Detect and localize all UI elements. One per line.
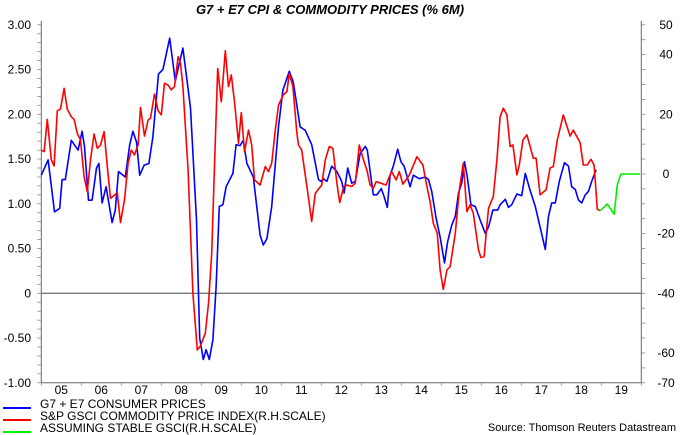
x-tick-label: 16 (495, 383, 509, 397)
x-tick-label: 11 (295, 383, 308, 397)
right-tick-label: -20 (657, 227, 675, 241)
right-tick-label: 20 (659, 107, 673, 121)
x-tick-label: 12 (335, 383, 349, 397)
x-tick-label: 13 (375, 383, 389, 397)
legend-label-stable-gsci: ASSUMING STABLE GSCI(R.H.SCALE) (40, 421, 257, 435)
left-tick-label: 1.50 (8, 152, 32, 166)
x-tick-label: 05 (55, 383, 69, 397)
x-tick-label: 15 (455, 383, 469, 397)
left-tick-label: 0.50 (8, 242, 32, 256)
right-tick-label: 0 (663, 167, 670, 181)
left-tick-label: -0.50 (4, 331, 32, 345)
source-note: Source: Thomson Reuters Datastream (487, 422, 676, 434)
right-tick-label: -70 (657, 376, 675, 390)
x-tick-label: 18 (575, 383, 589, 397)
legend-label-gsci: S&P GSCI COMMODITY PRICE INDEX(R.H.SCALE… (40, 409, 326, 423)
series-line-1 (40, 50, 601, 351)
right-tick-label: -40 (657, 286, 675, 300)
left-tick-label: 2.00 (8, 107, 32, 121)
left-tick-label: 0 (24, 286, 31, 300)
x-tick-label: 10 (255, 383, 269, 397)
right-tick-label: 40 (659, 48, 673, 62)
chart-title: G7 + E7 CPI & COMMODITY PRICES (% 6M) (195, 2, 465, 17)
left-tick-label: 2.50 (8, 63, 32, 77)
x-tick-label: 09 (215, 383, 229, 397)
x-tick-label: 19 (615, 383, 629, 397)
x-tick-label: 07 (135, 383, 149, 397)
left-tick-label: -1.00 (4, 376, 32, 390)
left-tick-label: 3.00 (8, 18, 32, 32)
left-tick-label: 1.00 (8, 197, 32, 211)
legend-swatch-cpi (3, 407, 31, 409)
legend-swatch-stable-gsci (3, 431, 31, 433)
x-tick-label: 08 (175, 383, 189, 397)
legend-label-cpi: G7 + E7 CONSUMER PRICES (40, 397, 206, 411)
x-tick-label: 14 (415, 383, 429, 397)
x-tick-label: 17 (535, 383, 549, 397)
legend-swatch-gsci (3, 419, 31, 421)
series-line-2 (599, 173, 641, 215)
series-line-0 (40, 37, 597, 361)
right-tick-label: 50 (659, 18, 673, 32)
right-tick-label: -60 (657, 346, 675, 360)
x-tick-label: 06 (95, 383, 109, 397)
